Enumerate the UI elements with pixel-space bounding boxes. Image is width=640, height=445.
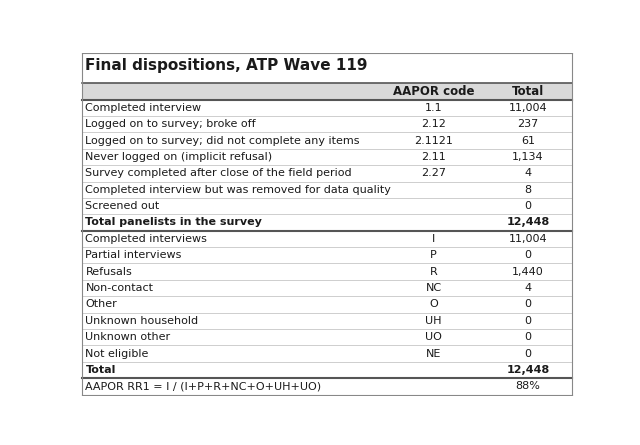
Bar	[81, 280, 572, 296]
Text: 12,448: 12,448	[506, 365, 550, 375]
Bar	[81, 231, 572, 247]
Text: 8: 8	[524, 185, 532, 195]
Text: Screened out: Screened out	[85, 201, 159, 211]
Bar	[81, 329, 572, 345]
Text: I: I	[432, 234, 435, 244]
Text: R: R	[429, 267, 437, 277]
Text: Completed interview: Completed interview	[85, 103, 202, 113]
Bar	[81, 116, 572, 132]
Text: Non-contact: Non-contact	[85, 283, 154, 293]
Bar	[81, 198, 572, 214]
Text: Total: Total	[85, 365, 116, 375]
Text: 2.11: 2.11	[421, 152, 446, 162]
Bar	[81, 296, 572, 312]
Text: Logged on to survey; did not complete any items: Logged on to survey; did not complete an…	[85, 136, 360, 146]
Text: NC: NC	[426, 283, 442, 293]
Bar	[81, 149, 572, 165]
Text: 1.1: 1.1	[425, 103, 442, 113]
Bar	[81, 362, 572, 378]
Text: 4: 4	[524, 283, 532, 293]
Text: 0: 0	[524, 332, 531, 342]
Bar	[81, 165, 572, 182]
Bar	[81, 312, 572, 329]
Text: UH: UH	[426, 316, 442, 326]
Text: Unknown household: Unknown household	[85, 316, 198, 326]
Text: Partial interviews: Partial interviews	[85, 250, 182, 260]
Text: Not eligible: Not eligible	[85, 348, 149, 359]
Bar	[81, 132, 572, 149]
Bar	[81, 247, 572, 263]
Bar	[81, 214, 572, 231]
Text: 0: 0	[524, 299, 531, 309]
Text: Unknown other: Unknown other	[85, 332, 170, 342]
Bar	[81, 83, 572, 100]
Text: 0: 0	[524, 201, 531, 211]
Text: 11,004: 11,004	[509, 234, 547, 244]
Text: AAPOR RR1 = I / (I+P+R+NC+O+UH+UO): AAPOR RR1 = I / (I+P+R+NC+O+UH+UO)	[85, 381, 321, 391]
Text: Completed interviews: Completed interviews	[85, 234, 207, 244]
Text: Logged on to survey; broke off: Logged on to survey; broke off	[85, 119, 256, 129]
Text: AAPOR code: AAPOR code	[393, 85, 474, 97]
Text: P: P	[430, 250, 437, 260]
Text: UO: UO	[425, 332, 442, 342]
Bar	[81, 263, 572, 280]
Text: 237: 237	[517, 119, 539, 129]
Text: 11,004: 11,004	[509, 103, 547, 113]
Bar	[81, 182, 572, 198]
Text: Total panelists in the survey: Total panelists in the survey	[85, 218, 262, 227]
Text: Final dispositions, ATP Wave 119: Final dispositions, ATP Wave 119	[84, 58, 367, 73]
Text: 2.27: 2.27	[421, 168, 446, 178]
Text: Other: Other	[85, 299, 117, 309]
Text: 0: 0	[524, 250, 531, 260]
Text: 0: 0	[524, 348, 531, 359]
Text: Never logged on (implicit refusal): Never logged on (implicit refusal)	[85, 152, 273, 162]
Text: 1,440: 1,440	[512, 267, 544, 277]
Bar	[81, 345, 572, 362]
Text: 2.12: 2.12	[421, 119, 446, 129]
Text: 0: 0	[524, 316, 531, 326]
Bar	[81, 100, 572, 116]
Text: 12,448: 12,448	[506, 218, 550, 227]
Text: Survey completed after close of the field period: Survey completed after close of the fiel…	[85, 168, 352, 178]
Text: 4: 4	[524, 168, 532, 178]
Text: Total: Total	[512, 85, 544, 97]
Text: Refusals: Refusals	[85, 267, 132, 277]
Text: 88%: 88%	[516, 381, 540, 391]
Text: NE: NE	[426, 348, 441, 359]
Text: Completed interview but was removed for data quality: Completed interview but was removed for …	[85, 185, 391, 195]
Text: O: O	[429, 299, 438, 309]
Bar	[81, 378, 572, 395]
Text: 61: 61	[521, 136, 535, 146]
Text: 1,134: 1,134	[512, 152, 544, 162]
Text: 2.1121: 2.1121	[414, 136, 453, 146]
